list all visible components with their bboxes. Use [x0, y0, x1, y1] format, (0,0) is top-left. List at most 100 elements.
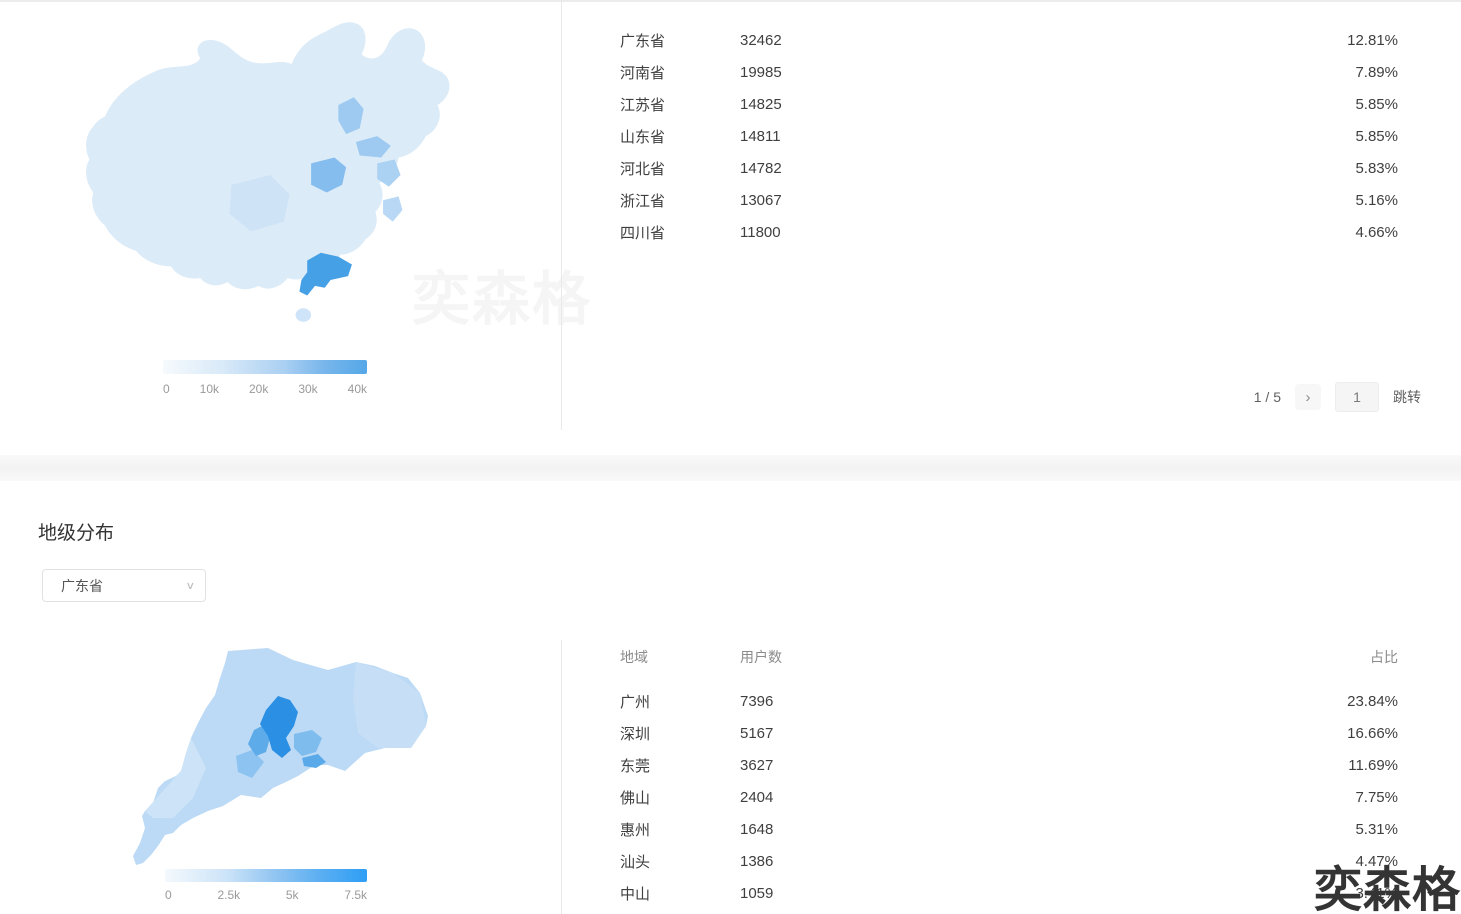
table-row[interactable]: 山东省 14811 5.85% — [620, 120, 1398, 152]
gd-coastal-patch — [236, 750, 264, 778]
users-cell: 13067 — [740, 191, 782, 209]
table-row[interactable]: 惠州 1648 5.31% — [620, 813, 1398, 845]
faint-watermark: 奕森格 — [412, 252, 592, 336]
city-table: 地域 用户数 占比 广州 7396 23.84% 深圳 5167 16.66% … — [620, 642, 1398, 909]
province-table: 广东省 32462 12.81% 河南省 19985 7.89% 江苏省 148… — [620, 24, 1398, 248]
table-row[interactable]: 佛山 2404 7.75% — [620, 781, 1398, 813]
users-cell: 7396 — [740, 692, 774, 710]
pct-cell: 16.66% — [1347, 724, 1398, 742]
pct-cell: 3.41% — [1355, 884, 1398, 902]
legend-tick: 20k — [248, 382, 269, 396]
legend-tick: 40k — [347, 382, 367, 396]
guangdong-choropleth-map[interactable] — [98, 638, 438, 866]
region-cell: 中山 — [620, 885, 651, 903]
table-row[interactable]: 汕头 1386 4.47% — [620, 845, 1398, 877]
china-choropleth-map[interactable] — [40, 0, 520, 350]
pct-cell: 23.84% — [1347, 692, 1398, 710]
header-region: 地域 — [620, 649, 648, 665]
users-cell: 19985 — [740, 63, 782, 81]
table-row[interactable]: 中山 1059 3.41% — [620, 877, 1398, 909]
users-cell: 14782 — [740, 159, 782, 177]
table-row[interactable]: 东莞 3627 11.69% — [620, 749, 1398, 781]
users-cell: 14825 — [740, 95, 782, 113]
province-jiangsu — [377, 159, 401, 187]
site-watermark: 奕森格 — [1313, 864, 1461, 914]
next-page-button[interactable]: › — [1295, 384, 1321, 410]
table-row[interactable]: 江苏省 14825 5.85% — [620, 88, 1398, 120]
users-cell: 32462 — [740, 31, 782, 49]
users-cell: 2404 — [740, 788, 774, 806]
top-divider — [0, 0, 1461, 2]
users-cell: 1059 — [740, 884, 774, 902]
legend-ticks: 0 10k 20k 30k 40k — [163, 382, 367, 396]
pct-cell: 7.89% — [1355, 63, 1398, 81]
table-row[interactable]: 河南省 19985 7.89% — [620, 56, 1398, 88]
city-shenzhen — [302, 754, 326, 768]
region-cell: 佛山 — [620, 789, 651, 807]
gd-east-mid — [353, 662, 426, 748]
province-sichuan — [229, 175, 290, 232]
region-cell: 东莞 — [620, 757, 651, 775]
section-separator — [0, 455, 1461, 481]
pct-cell: 5.31% — [1355, 820, 1398, 838]
legend-gradient-bar — [165, 869, 367, 882]
jump-label[interactable]: 跳转 — [1393, 389, 1421, 405]
chevron-right-icon: › — [1305, 388, 1311, 406]
users-cell: 14811 — [740, 127, 781, 145]
pct-cell: 5.85% — [1355, 95, 1398, 113]
province-guangdong — [299, 252, 352, 296]
table-row[interactable]: 浙江省 13067 5.16% — [620, 184, 1398, 216]
legend-tick: 7.5k — [344, 888, 367, 902]
pct-cell: 5.83% — [1355, 159, 1398, 177]
table-row[interactable]: 四川省 11800 4.66% — [620, 216, 1398, 248]
province-hainan — [295, 308, 312, 322]
pct-cell: 11.69% — [1348, 756, 1398, 774]
panel-divider — [561, 0, 562, 430]
region-cell: 深圳 — [620, 725, 651, 743]
section-title: 地级分布 — [38, 523, 115, 544]
region-cell: 河南省 — [620, 64, 666, 82]
select-value: 广东省 — [61, 577, 103, 594]
province-shandong — [355, 136, 391, 158]
city-dongguan-huizhou — [294, 730, 322, 756]
pct-cell: 5.85% — [1355, 127, 1398, 145]
pagination: 1 / 5 › 跳转 — [1253, 382, 1421, 412]
legend-tick: 5k — [285, 888, 299, 902]
city-guangzhou — [260, 696, 298, 758]
legend-tick: 2.5k — [217, 888, 241, 902]
table-row[interactable]: 深圳 5167 16.66% — [620, 717, 1398, 749]
map-legend-top: 0 10k 20k 30k 40k — [163, 360, 367, 396]
header-pct: 占比 — [1370, 649, 1398, 665]
pct-cell: 4.66% — [1355, 223, 1398, 241]
header-spacer — [620, 672, 1398, 685]
users-cell: 1648 — [740, 820, 774, 838]
table-row[interactable]: 河北省 14782 5.83% — [620, 152, 1398, 184]
chevron-down-icon: ∨ — [185, 579, 195, 592]
region-cell: 汕头 — [620, 853, 651, 871]
region-cell: 浙江省 — [620, 192, 666, 210]
pct-cell: 7.75% — [1355, 788, 1398, 806]
province-select[interactable]: 广东省 ∨ — [42, 569, 206, 602]
page-indicator: 1 / 5 — [1253, 389, 1281, 405]
table-row[interactable]: 广州 7396 23.84% — [620, 685, 1398, 717]
users-cell: 11800 — [740, 223, 781, 241]
map-legend-bottom: 0 2.5k 5k 7.5k — [165, 869, 367, 902]
users-cell: 5167 — [740, 724, 774, 742]
users-cell: 1386 — [740, 852, 774, 870]
legend-tick: 0 — [163, 382, 170, 396]
page-jump-input[interactable] — [1335, 382, 1379, 412]
legend-tick: 0 — [165, 888, 172, 902]
region-cell: 山东省 — [620, 128, 666, 146]
region-cell: 江苏省 — [620, 96, 666, 114]
legend-tick: 30k — [298, 382, 318, 396]
legend-gradient-bar — [163, 360, 367, 374]
table-row[interactable]: 广东省 32462 12.81% — [620, 24, 1398, 56]
pct-cell: 5.16% — [1355, 191, 1398, 209]
province-hebei — [338, 97, 364, 135]
province-henan — [311, 157, 347, 193]
legend-ticks: 0 2.5k 5k 7.5k — [165, 888, 367, 902]
gd-west-light — [145, 738, 206, 818]
users-cell: 3627 — [740, 756, 774, 774]
pct-cell: 4.47% — [1355, 852, 1398, 870]
